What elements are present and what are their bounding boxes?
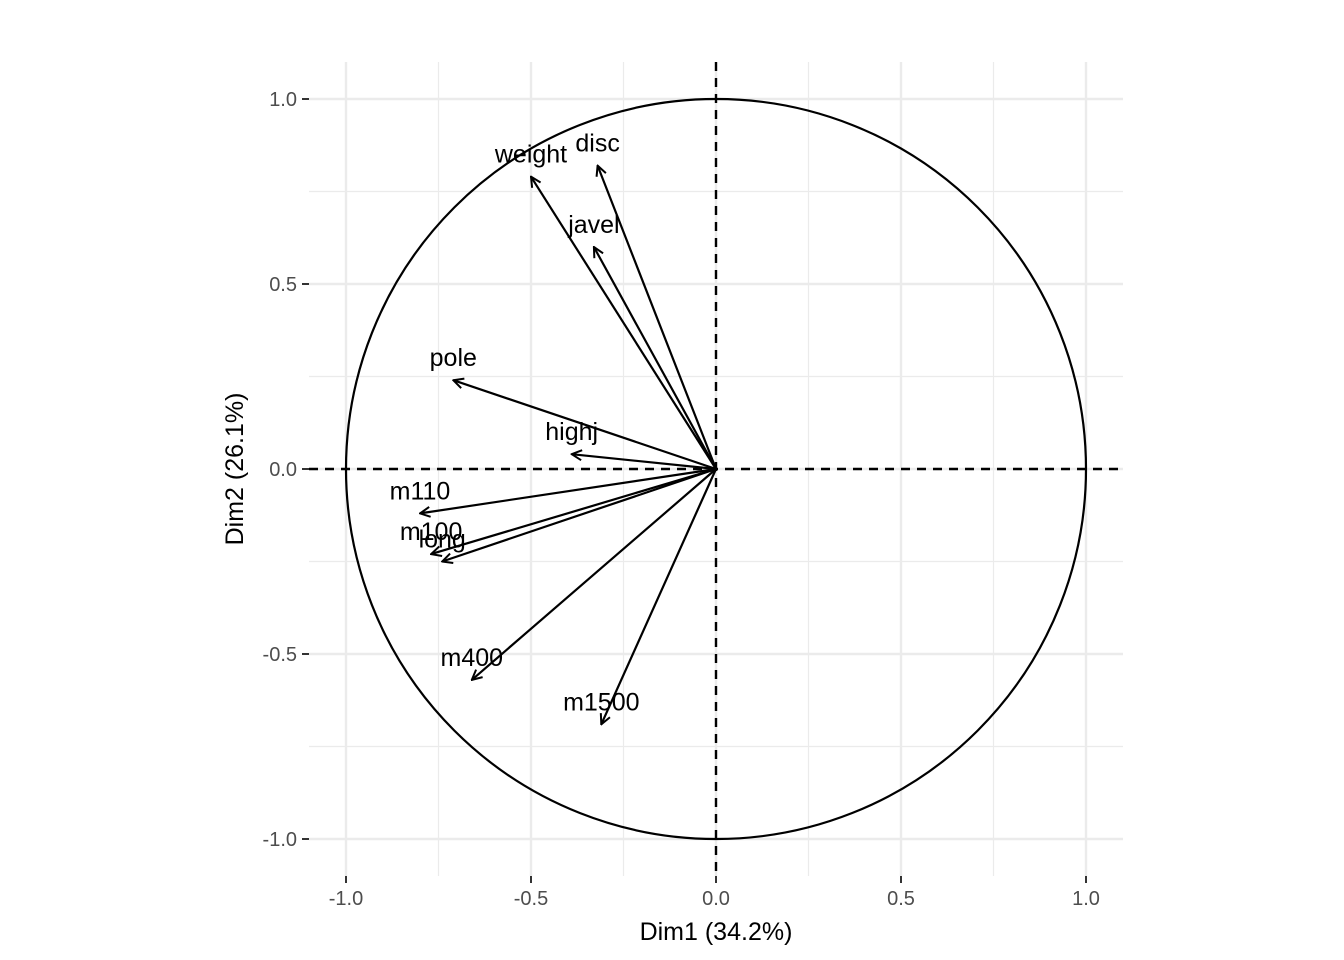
variable-arrows: [420, 166, 718, 725]
label-disc: disc: [575, 130, 619, 158]
x-tick-label: 1.0: [1072, 888, 1100, 910]
x-axis-ticks: -1.0 -0.5 0.0 0.5 1.0: [329, 876, 1100, 910]
arrow-disc: [598, 166, 718, 470]
y-axis-title: Dim2 (26.1%): [221, 393, 249, 546]
label-m400: m400: [441, 644, 504, 672]
y-tick-label: -0.5: [263, 644, 297, 666]
arrow-m110: [420, 467, 717, 513]
arrow-m1500: [601, 468, 718, 724]
label-pole: pole: [430, 344, 477, 372]
label-highj: highj: [545, 418, 598, 446]
arrow-pole: [453, 380, 717, 471]
y-tick-label: 0.5: [269, 274, 297, 296]
label-long: long: [419, 526, 466, 554]
y-axis-ticks: -1.0 -0.5 0.0 0.5 1.0: [263, 89, 309, 851]
arrow-highj: [572, 454, 717, 471]
arrow-long: [442, 467, 717, 562]
x-tick-label: 0.5: [887, 888, 915, 910]
y-tick-label: 1.0: [269, 89, 297, 111]
arrow-javel: [594, 247, 717, 470]
x-tick-label: -1.0: [329, 888, 363, 910]
y-tick-label: 0.0: [269, 459, 297, 481]
label-m1500: m1500: [563, 688, 639, 716]
label-m110: m110: [390, 477, 451, 505]
y-tick-label: -1.0: [263, 829, 297, 851]
arrow-m100: [431, 467, 717, 554]
arrow-weight: [531, 177, 717, 470]
label-m100: m100: [400, 518, 463, 546]
label-javel: javel: [567, 211, 619, 239]
label-weight: weight: [494, 141, 567, 169]
x-tick-label: -0.5: [514, 888, 548, 910]
arrow-m400: [472, 468, 717, 680]
x-axis-title: Dim1 (34.2%): [640, 918, 793, 946]
x-tick-label: 0.0: [702, 888, 730, 910]
